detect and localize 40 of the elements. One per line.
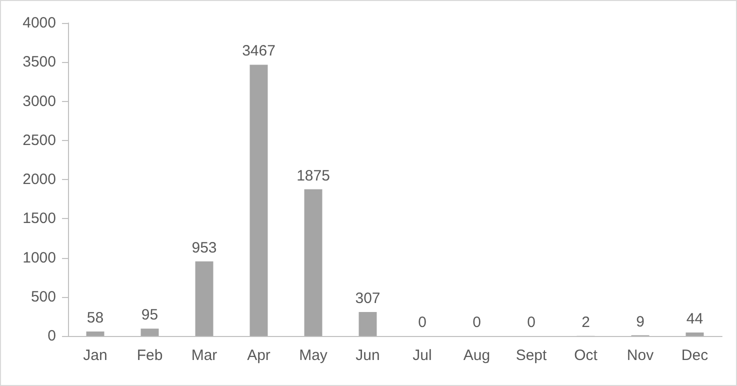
y-tick-label: 1000	[22, 249, 56, 266]
bar	[86, 331, 104, 336]
bar	[195, 261, 214, 336]
x-tick-label: Jun	[356, 347, 380, 364]
x-tick-label: Jul	[412, 347, 432, 364]
data-label: 2	[582, 314, 590, 331]
data-label: 95	[141, 306, 158, 324]
data-label: 307	[355, 290, 380, 307]
x-tick-label: Dec	[681, 347, 709, 364]
y-tick-label: 2000	[22, 171, 56, 188]
y-tick-label: 1500	[22, 210, 56, 228]
y-tick-label: 500	[30, 288, 56, 306]
data-label: 44	[686, 310, 704, 328]
x-tick-label: May	[299, 347, 328, 364]
data-label: 953	[192, 239, 217, 256]
x-tick-label: Nov	[626, 347, 654, 364]
data-label: 0	[418, 314, 426, 331]
bar	[358, 312, 377, 336]
data-label: 9	[636, 313, 644, 330]
bar	[304, 189, 322, 336]
data-label: 0	[527, 314, 536, 331]
y-tick-label: 3000	[22, 92, 56, 110]
x-tick-label: Aug	[463, 347, 490, 364]
bar	[250, 64, 268, 336]
bar	[140, 328, 159, 336]
bar	[686, 332, 704, 336]
x-tick-label: Jan	[83, 347, 108, 364]
x-tick-label: Sept	[516, 347, 548, 364]
data-label: 0	[472, 314, 481, 331]
data-label: 1875	[296, 167, 330, 184]
y-tick-label: 0	[48, 328, 56, 344]
data-label: 3467	[242, 42, 276, 60]
y-tick-label: 3500	[22, 54, 56, 71]
y-tick-label: 2500	[22, 132, 56, 149]
x-tick-label: Apr	[247, 347, 270, 364]
y-tick-label: 4000	[22, 14, 56, 32]
x-tick-label: Feb	[136, 347, 163, 364]
x-tick-label: Mar	[191, 347, 218, 364]
data-label: 58	[86, 309, 104, 326]
x-tick-label: Oct	[574, 347, 598, 364]
